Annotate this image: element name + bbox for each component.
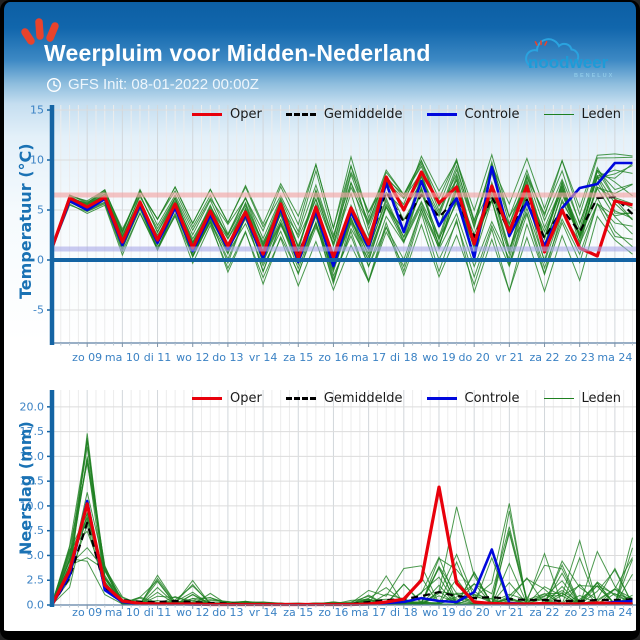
svg-text:zo 16: zo 16 — [318, 606, 348, 619]
svg-text:do 20: do 20 — [459, 351, 490, 364]
precip-axis-label: Neerslag (mm) — [16, 421, 35, 555]
brand-sub: BENELUX — [574, 73, 614, 79]
svg-text:ma 10: ma 10 — [105, 351, 140, 364]
svg-text:vr 14: vr 14 — [249, 351, 278, 364]
svg-text:zo 09: zo 09 — [72, 351, 102, 364]
controle-line-swatch — [426, 113, 457, 116]
oper-line-swatch — [192, 113, 222, 116]
svg-text:zo 09: zo 09 — [72, 606, 102, 619]
svg-text:ma 24: ma 24 — [597, 606, 632, 619]
svg-text:zo 16: zo 16 — [318, 351, 348, 364]
svg-text:2.5: 2.5 — [27, 574, 45, 587]
noodweer-logo: noodweer BENELUX — [525, 38, 614, 79]
brand-name: noodweer — [528, 53, 609, 72]
svg-text:di 11: di 11 — [144, 606, 172, 619]
temperature-chart: 15 10 5 0 -5 zo 09 ma 10 di 11 wo 12 do 13 vr 14 za… — [30, 104, 636, 364]
legend-item-controle: Controle — [426, 391, 520, 406]
precip-legend: Oper Gemiddelde Controle Leden — [192, 391, 621, 406]
svg-text:do 13: do 13 — [212, 606, 243, 619]
leden-line-swatch — [543, 114, 574, 115]
init-time: GFS Init: 08-01-2022 00:00Z — [46, 76, 259, 93]
svg-text:20.0: 20.0 — [20, 400, 45, 413]
svg-text:zo 23: zo 23 — [565, 351, 595, 364]
svg-text:5: 5 — [37, 204, 44, 217]
svg-text:za 15: za 15 — [283, 606, 313, 619]
svg-text:0: 0 — [37, 254, 44, 267]
svg-text:ma 17: ma 17 — [351, 606, 386, 619]
legend-label: Oper — [230, 391, 262, 406]
legend-label: Leden — [581, 391, 622, 406]
spark-icon — [534, 41, 538, 46]
svg-text:di 18: di 18 — [390, 606, 418, 619]
legend-item-gemiddelde: Gemiddelde — [285, 107, 403, 122]
svg-text:wo 12: wo 12 — [176, 606, 209, 619]
svg-text:ma 17: ma 17 — [351, 351, 386, 364]
svg-text:wo 12: wo 12 — [176, 351, 209, 364]
legend-label: Gemiddelde — [323, 107, 403, 122]
svg-text:di 18: di 18 — [390, 351, 418, 364]
gridlines — [52, 390, 636, 605]
legend-label: Leden — [581, 107, 622, 122]
spark-icon — [544, 41, 548, 46]
svg-text:ma 24: ma 24 — [597, 351, 632, 364]
svg-text:do 13: do 13 — [212, 351, 243, 364]
legend-item-oper: Oper — [192, 107, 262, 122]
cloud-icon — [525, 38, 580, 68]
temp-axis-label: Temperatuur (°C) — [16, 143, 35, 299]
series-oper — [50, 170, 633, 260]
oper-line-swatch — [192, 397, 222, 400]
svg-text:za 22: za 22 — [530, 606, 560, 619]
legend-label: Controle — [464, 391, 520, 406]
legend-item-leden: Leden — [543, 391, 622, 406]
legend-label: Oper — [230, 107, 262, 122]
svg-text:12.5: 12.5 — [20, 475, 45, 488]
legend-label: Controle — [464, 107, 520, 122]
legend-item-leden: Leden — [543, 107, 622, 122]
svg-text:zo 23: zo 23 — [565, 606, 595, 619]
svg-text:vr 21: vr 21 — [495, 606, 524, 619]
svg-text:10.0: 10.0 — [20, 499, 45, 512]
init-time-text: GFS Init: 08-01-2022 00:00Z — [68, 76, 259, 93]
legend-item-gemiddelde: Gemiddelde — [285, 391, 403, 406]
legend-item-oper: Oper — [192, 391, 262, 406]
gemiddelde-line-swatch — [285, 397, 316, 400]
clock-icon — [46, 77, 62, 92]
svg-text:za 15: za 15 — [283, 351, 313, 364]
controle-line-swatch — [426, 397, 457, 400]
legend-item-controle: Controle — [426, 107, 520, 122]
svg-text:vr 21: vr 21 — [495, 351, 524, 364]
svg-text:-5: -5 — [33, 304, 44, 317]
svg-text:za 22: za 22 — [530, 351, 560, 364]
svg-text:15.0: 15.0 — [20, 450, 45, 463]
svg-text:17.5: 17.5 — [20, 425, 45, 438]
page-title: Weerpluim voor Midden-Nederland — [44, 40, 431, 66]
gemiddelde-line-swatch — [285, 113, 316, 116]
precipitation-chart: 20.017.515.012.510.07.55.02.50.0zo 09 ma … — [20, 390, 636, 619]
svg-text:10: 10 — [30, 154, 44, 167]
svg-text:vr 14: vr 14 — [249, 606, 278, 619]
spark-logo-icon — [21, 18, 59, 45]
legend-label: Gemiddelde — [323, 391, 403, 406]
svg-text:0.0: 0.0 — [27, 599, 45, 612]
svg-text:do 20: do 20 — [459, 606, 490, 619]
svg-text:5.0: 5.0 — [27, 549, 45, 562]
leden-line-swatch — [543, 398, 574, 399]
svg-text:15: 15 — [30, 104, 44, 117]
svg-text:di 11: di 11 — [144, 351, 172, 364]
temp-legend: Oper Gemiddelde Controle Leden — [192, 107, 621, 122]
svg-text:wo 19: wo 19 — [422, 351, 455, 364]
svg-text:7.5: 7.5 — [27, 524, 45, 537]
svg-text:ma 10: ma 10 — [105, 606, 140, 619]
svg-text:wo 19: wo 19 — [422, 606, 455, 619]
